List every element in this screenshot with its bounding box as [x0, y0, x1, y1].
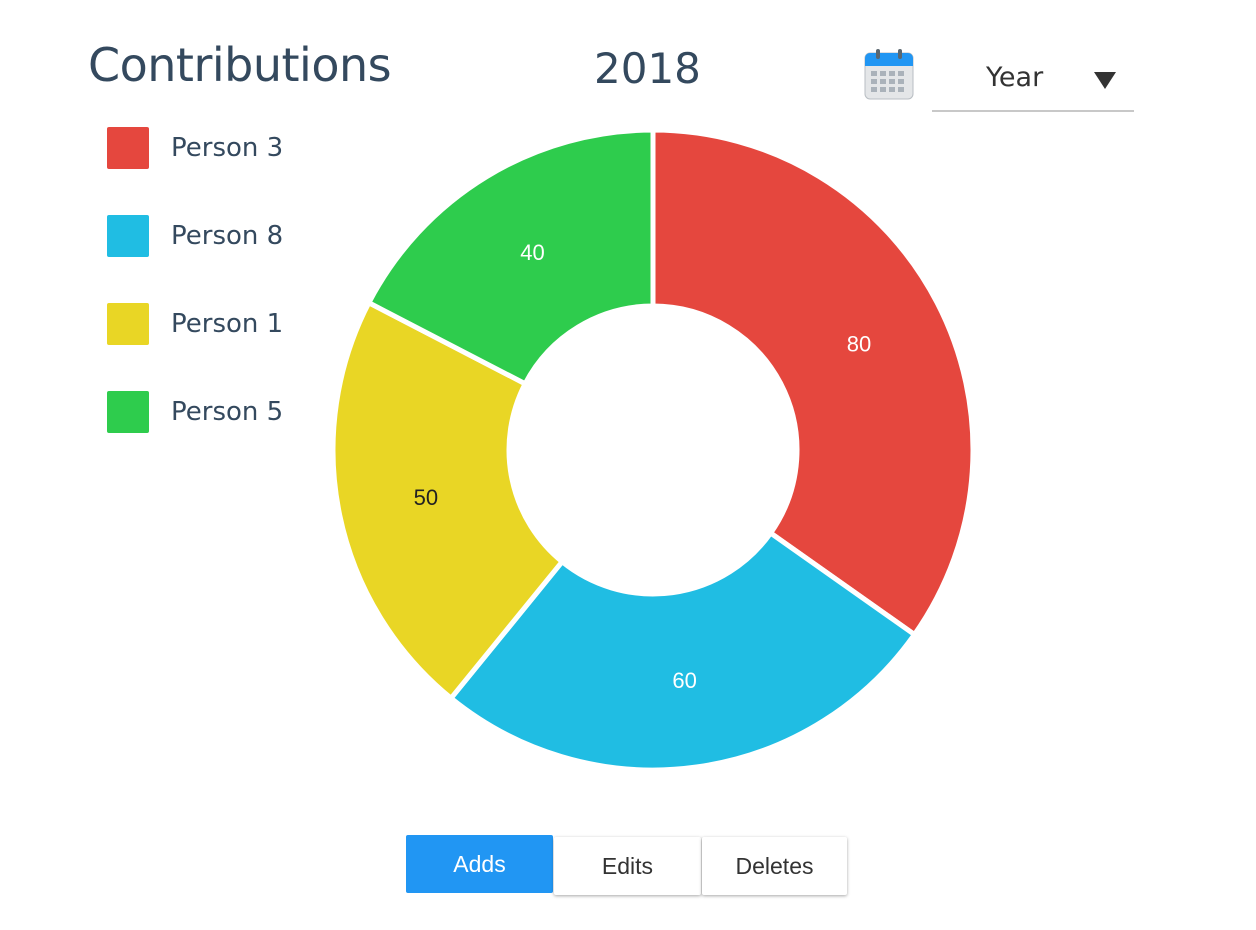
tab-deletes[interactable]: Deletes	[702, 837, 847, 895]
legend-item: Person 5	[107, 391, 283, 433]
legend-label: Person 8	[171, 221, 284, 251]
calendar-icon[interactable]	[864, 48, 914, 100]
legend-swatch	[107, 215, 149, 257]
tab-edits[interactable]: Edits	[554, 837, 701, 895]
donut-slice[interactable]	[448, 530, 917, 773]
slice-value-label: 80	[847, 331, 871, 356]
legend-item: Person 8	[107, 215, 283, 257]
slice-value-label: 50	[414, 485, 438, 510]
slice-value-label: 40	[520, 240, 544, 265]
legend-swatch	[107, 303, 149, 345]
donut-slice[interactable]	[366, 127, 656, 387]
year-label: 2018	[594, 44, 701, 93]
period-select-value: Year	[986, 62, 1044, 93]
chart-legend: Person 3 Person 8 Person 1 Person 5	[107, 127, 283, 479]
legend-item: Person 3	[107, 127, 283, 169]
donut-slice[interactable]	[650, 127, 976, 638]
chart-title: Contributions	[88, 38, 392, 92]
legend-swatch	[107, 127, 149, 169]
legend-label: Person 1	[171, 309, 284, 339]
legend-label: Person 5	[171, 397, 284, 427]
legend-item: Person 1	[107, 303, 283, 345]
period-select[interactable]: Year	[932, 56, 1134, 112]
tab-adds[interactable]: Adds	[406, 835, 553, 893]
legend-swatch	[107, 391, 149, 433]
slice-value-label: 60	[672, 668, 696, 693]
caret-down-icon	[1094, 72, 1116, 89]
donut-slice[interactable]	[330, 300, 565, 701]
legend-label: Person 3	[171, 133, 284, 163]
